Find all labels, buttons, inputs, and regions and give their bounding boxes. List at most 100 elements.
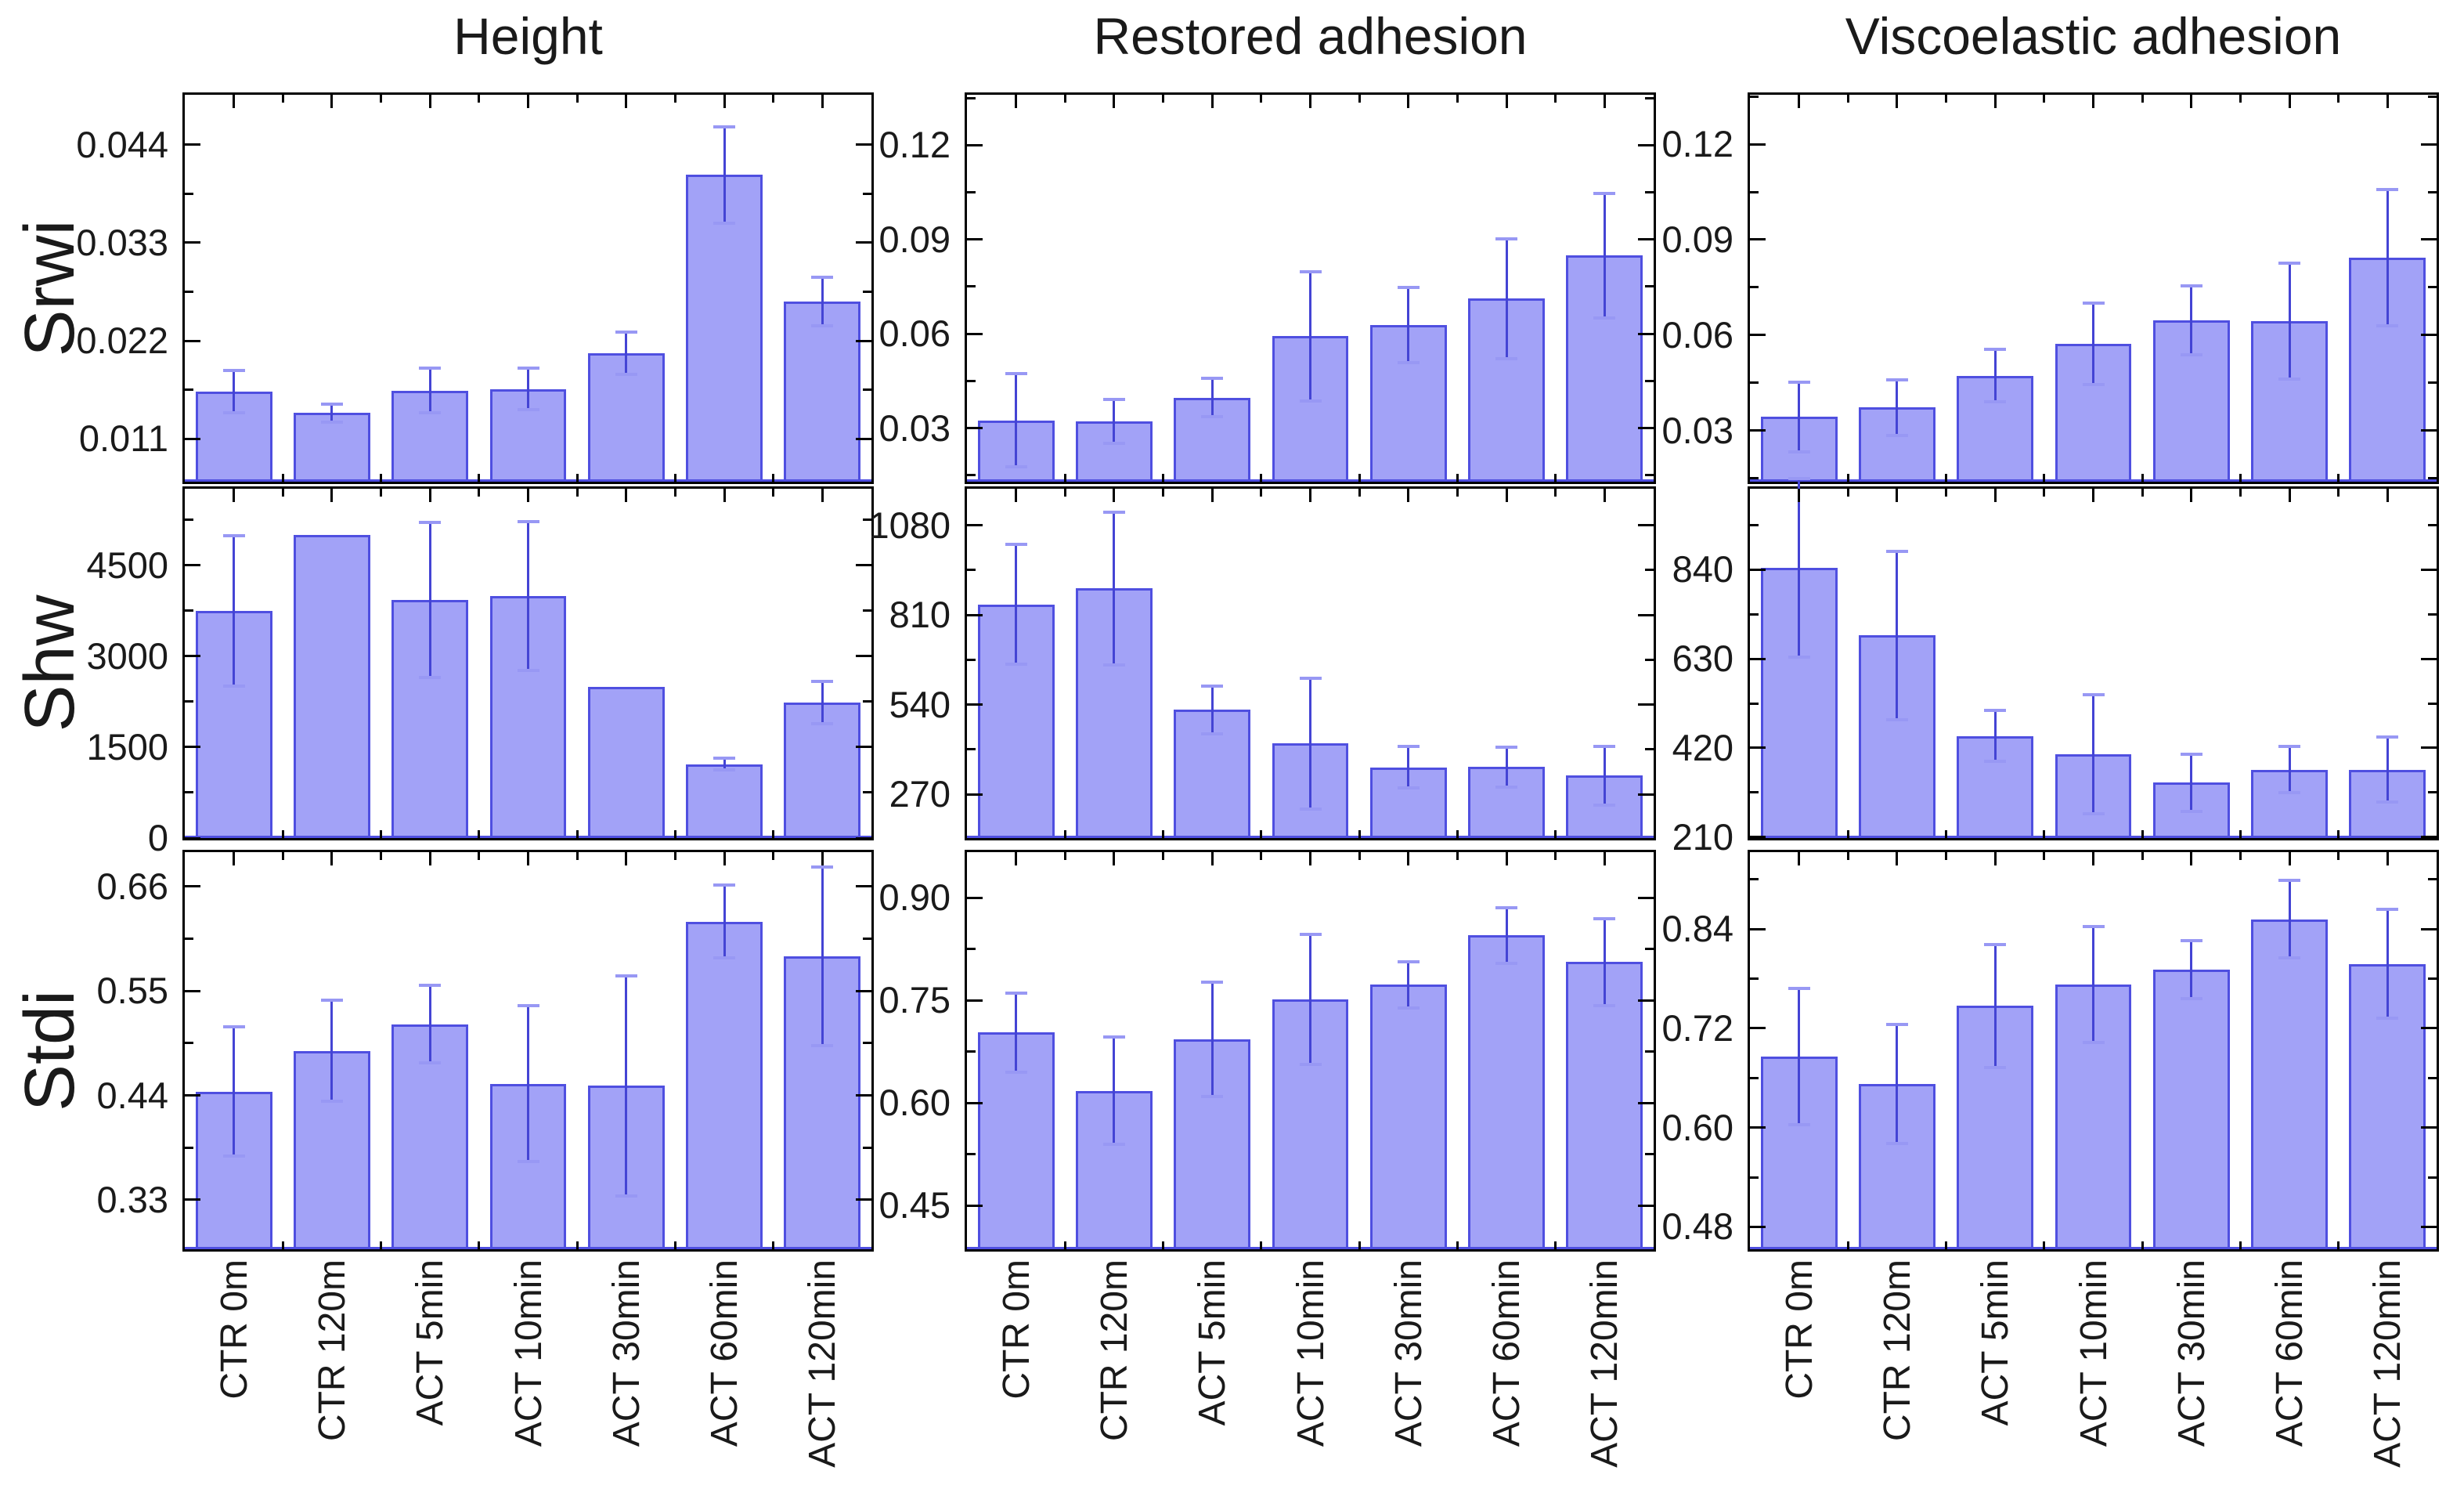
error-bar-cap [1102, 1035, 1125, 1039]
y-minor-tick [2428, 1176, 2437, 1179]
error-bar-cap [2082, 382, 2105, 386]
x-major-tick [1407, 489, 1410, 502]
y-tick-label: 0.044 [76, 123, 168, 165]
y-minor-tick [1645, 285, 1654, 288]
x-minor-tick [2337, 852, 2340, 860]
x-bottom-tick [1063, 1241, 1066, 1249]
x-major-tick [2190, 95, 2193, 108]
y-tick-label: 0.60 [1661, 1106, 1733, 1148]
y-major-tick [185, 143, 200, 146]
y-major-tick [856, 1094, 871, 1097]
column-title-height: Height [453, 7, 603, 65]
y-major-tick [2421, 1225, 2437, 1228]
y-tick-label: 0.033 [76, 221, 168, 263]
error-bar-cap [1984, 1065, 2007, 1069]
x-major-tick [1407, 95, 1410, 108]
x-major-tick [1603, 852, 1606, 865]
error-bar-cap [811, 680, 834, 684]
x-major-tick [1015, 852, 1018, 865]
y-minor-tick [1750, 1176, 1759, 1179]
baseline [185, 1247, 871, 1249]
y-major-tick [1638, 793, 1654, 796]
y-tick-label: 3000 [86, 634, 168, 677]
y-major-tick [2421, 1027, 2437, 1030]
x-minor-tick [1945, 489, 1948, 497]
y-minor-tick [863, 388, 871, 392]
error-bar-cap [1299, 399, 1322, 403]
y-minor-tick [967, 658, 976, 661]
error-bar [1993, 710, 1997, 762]
error-bar-cap [419, 367, 442, 370]
error-bar-cap [1495, 785, 1518, 789]
error-bar [233, 535, 236, 686]
y-minor-tick [1750, 523, 1759, 526]
error-bar-cap [1201, 415, 1224, 419]
error-bar [723, 885, 726, 958]
y-major-tick [967, 143, 983, 146]
error-bar-cap [2082, 1040, 2105, 1044]
x-bottom-tick [2043, 1241, 2046, 1249]
chart-panel-shw-height [182, 486, 874, 840]
error-bar-cap [320, 999, 343, 1003]
x-bottom-tick [2141, 1241, 2144, 1249]
x-category-label: ACT 30min [1387, 1259, 1430, 1447]
y-minor-tick [1645, 948, 1654, 951]
y-minor-tick [185, 1042, 193, 1045]
x-minor-tick [2337, 95, 2340, 103]
error-bar-cap [2376, 907, 2399, 911]
bar-act-60min [686, 764, 763, 838]
x-minor-tick [575, 95, 579, 103]
y-minor-tick [967, 569, 976, 572]
x-major-tick [625, 95, 628, 108]
y-major-tick [1750, 429, 1766, 432]
baseline [185, 479, 871, 482]
error-bar-cap [2180, 996, 2202, 1000]
error-bar-cap [1005, 991, 1027, 995]
y-minor-tick [967, 474, 976, 477]
x-minor-tick [1554, 489, 1557, 497]
error-bar-cap [1102, 663, 1125, 667]
y-tick-label: 1500 [86, 725, 168, 768]
y-minor-tick [1750, 477, 1759, 480]
x-category-label: ACT 60min [1486, 1259, 1528, 1447]
error-bar [233, 1027, 236, 1157]
error-bar [1993, 945, 1997, 1068]
error-bar-cap [713, 125, 736, 128]
error-bar-cap [1593, 316, 1616, 320]
error-bar-cap [1984, 399, 2007, 403]
error-bar-cap [1593, 191, 1616, 195]
error-bar-cap [1102, 1142, 1125, 1146]
error-bar-cap [713, 221, 736, 225]
error-bar-cap [615, 974, 637, 977]
baseline [967, 1247, 1654, 1249]
y-major-tick [185, 564, 200, 567]
y-major-tick [1638, 524, 1654, 527]
error-bar-cap [2278, 377, 2301, 381]
y-major-tick [967, 332, 983, 335]
y-minor-tick [1750, 612, 1759, 616]
x-bottom-tick [575, 1241, 579, 1249]
x-minor-tick [575, 489, 579, 497]
y-tick-label: 0.03 [1661, 409, 1733, 451]
y-major-tick [856, 836, 871, 840]
error-bar [625, 975, 628, 1197]
error-bar-cap [1201, 732, 1224, 735]
y-tick-label: 0.45 [878, 1184, 951, 1227]
error-bar [821, 681, 824, 724]
x-major-tick [233, 489, 236, 502]
error-bar [723, 758, 726, 771]
x-bottom-tick [575, 830, 579, 838]
x-bottom-tick [2141, 474, 2144, 482]
error-bar-cap [1495, 237, 1518, 240]
error-bar [2386, 736, 2389, 803]
x-bottom-tick [772, 1241, 775, 1249]
x-major-tick [1210, 489, 1214, 502]
x-bottom-tick [1456, 1241, 1459, 1249]
y-major-tick [967, 896, 983, 899]
error-bar [330, 1000, 334, 1101]
x-bottom-tick [1358, 474, 1361, 482]
x-minor-tick [281, 489, 284, 497]
error-bar [527, 521, 529, 670]
y-major-tick [967, 1101, 983, 1104]
x-major-tick [723, 489, 726, 502]
